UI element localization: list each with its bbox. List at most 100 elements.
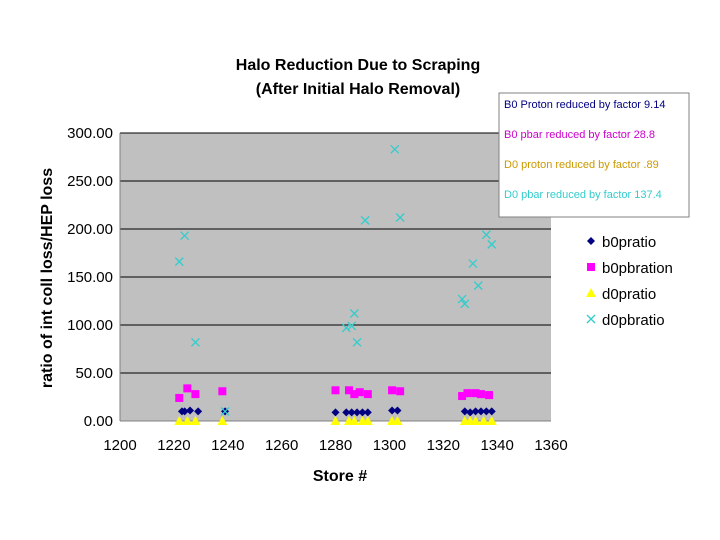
d0pratio-point (190, 416, 201, 425)
b0pratio-point (186, 406, 195, 415)
b0pratio-point (347, 408, 356, 417)
b0pratio-point (471, 407, 480, 416)
d0pbratio-point (347, 321, 357, 331)
annotation-text: B0 pbar reduced by factor 28.8 (504, 129, 655, 141)
d0pratio-point (470, 416, 481, 425)
b0pratio-point (363, 408, 372, 417)
b0pbration-point (458, 392, 467, 401)
b0pratio-point (487, 407, 496, 416)
b0pratio-point (180, 407, 189, 416)
y-tick-label: 150.00 (67, 269, 113, 286)
b0pbration-point (388, 386, 397, 395)
b0pratio-point (482, 407, 491, 416)
y-tick-label: 50.00 (75, 365, 113, 382)
d0pratio-legend-marker (586, 288, 596, 297)
chart-subtitle: (After Initial Halo Removal) (256, 81, 460, 98)
b0pbration-point (331, 386, 340, 395)
legend-label: b0pratio (602, 234, 656, 251)
y-axis-ticks: 0.00 50.00 100.00 150.00 200.00 250.00 300.00 (67, 125, 113, 430)
y-tick-label: 200.00 (67, 221, 113, 238)
x-tick-label: 1220 (157, 437, 190, 454)
y-tick-label: 250.00 (67, 173, 113, 190)
b0pbration-point (191, 390, 200, 399)
x-axis-title: Store # (313, 468, 367, 485)
annotation-text: D0 pbar reduced by factor 137.4 (504, 189, 662, 201)
b0pbration-point (463, 389, 472, 398)
d0pbratio-point (352, 337, 362, 347)
y-tick-label: 0.00 (84, 413, 113, 430)
b0pbration-point (485, 391, 494, 400)
b0pbration-point (355, 388, 364, 397)
x-tick-label: 1300 (373, 437, 406, 454)
legend-label: d0pratio (602, 286, 656, 303)
b0pratio-point (342, 408, 351, 417)
annotation-box (498, 92, 690, 218)
y-axis-title: ratio of int coll loss/HEP loss (39, 168, 56, 388)
b0pbration-point (350, 390, 359, 399)
b0pbration-point (218, 387, 227, 396)
d0pratio-point (330, 416, 341, 425)
d0pratio-point (392, 416, 403, 425)
b0pratio-point (194, 407, 203, 416)
gridlines (120, 132, 551, 374)
x-tick-label: 1260 (265, 437, 298, 454)
data-points (174, 144, 497, 425)
y-tick-label: 100.00 (67, 317, 113, 334)
b0pbration-point (363, 390, 372, 399)
annotation-text: D0 proton reduced by factor .89 (504, 159, 659, 171)
b0pratio-point (476, 407, 485, 416)
b0pratio-point (331, 408, 340, 417)
b0pbration-point (476, 390, 485, 399)
legend-entries: b0pratio b0pbration d0pratio d0pbratio (586, 234, 673, 329)
y-tick-label: 300.00 (67, 125, 113, 142)
d0pbratio-point (190, 337, 200, 347)
d0pbratio-point (390, 144, 400, 154)
b0pratio-point (353, 408, 362, 417)
x-tick-label: 1320 (427, 437, 460, 454)
b0pratio-point (393, 406, 402, 415)
d0pbratio-point (468, 259, 478, 269)
b0pbration-legend-marker (587, 263, 595, 271)
d0pbratio-point (473, 281, 483, 291)
legend-label: b0pbration (602, 260, 673, 277)
d0pbratio-point (487, 239, 497, 249)
d0pbratio-point (341, 323, 351, 333)
legend (580, 228, 690, 332)
d0pratio-point (217, 416, 228, 425)
d0pratio-point (362, 416, 373, 425)
b0pbration-point (471, 389, 480, 398)
x-tick-label: 1340 (480, 437, 513, 454)
d0pratio-point (349, 416, 360, 425)
d0pbratio-point (180, 231, 190, 241)
x-tick-label: 1360 (534, 437, 567, 454)
d0pbratio-point (349, 309, 359, 318)
b0pbration-point (396, 387, 405, 396)
d0pratio-point (478, 416, 489, 425)
x-tick-label: 1280 (319, 437, 352, 454)
d0pbratio-point (395, 213, 405, 222)
b0pratio-point (388, 406, 397, 415)
b0pratio-point (460, 407, 469, 416)
d0pbratio-point (220, 406, 230, 416)
x-tick-label: 1240 (211, 437, 244, 454)
chart-title: Halo Reduction Due to Scraping (236, 57, 480, 74)
d0pbratio-point (460, 299, 470, 309)
d0pratio-point (174, 416, 185, 425)
x-axis-ticks: 1200 1220 1240 1260 1280 1300 1320 1340 1360 (103, 437, 567, 454)
b0pratio-point (466, 408, 475, 417)
b0pbration-point (183, 384, 192, 393)
d0pratio-point (182, 416, 193, 425)
b0pratio-legend-marker (587, 237, 595, 245)
d0pbratio-point (174, 257, 184, 267)
d0pbratio-point (457, 294, 467, 304)
d0pratio-point (486, 416, 497, 425)
d0pbratio-point (481, 230, 491, 240)
annotation-text: B0 Proton reduced by factor 9.14 (504, 99, 665, 111)
annotation-notes: B0 Proton reduced by factor 9.14 B0 pbar … (504, 99, 665, 201)
legend-label: d0pbratio (602, 312, 665, 329)
d0pbratio-legend-marker (586, 314, 596, 324)
d0pbratio-point (360, 215, 370, 225)
b0pbration-point (175, 393, 184, 402)
b0pbration-point (344, 386, 353, 395)
